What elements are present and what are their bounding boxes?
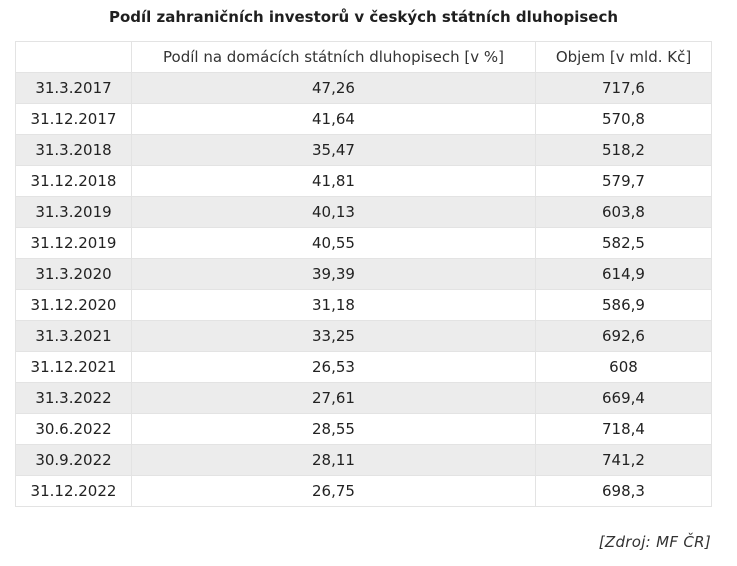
table-title: Podíl zahraničních investorů v českých s…	[108, 8, 619, 26]
volume-cell: 608	[535, 351, 712, 383]
volume-cell: 614,9	[535, 258, 712, 290]
share-cell: 47,26	[131, 72, 536, 104]
date-cell: 31.12.2020	[15, 289, 132, 321]
volume-cell: 692,6	[535, 320, 712, 352]
table-row: 31.3.2019 40,13 603,8	[15, 196, 712, 228]
share-cell: 40,55	[131, 227, 536, 259]
table-row: 31.3.2018 35,47 518,2	[15, 134, 712, 166]
share-cell: 41,64	[131, 103, 536, 135]
header-row: Podíl na domácích státních dluhopisech […	[15, 41, 712, 73]
table-body: 31.3.2017 47,26 717,6 31.12.2017 41,64 570,8 3…	[15, 72, 712, 507]
share-cell: 41,81	[131, 165, 536, 197]
date-cell: 31.3.2017	[15, 72, 132, 104]
date-cell: 31.3.2021	[15, 320, 132, 352]
header-share: Podíl na domácích státních dluhopisech […	[131, 41, 536, 73]
date-cell: 31.3.2020	[15, 258, 132, 290]
date-cell: 31.12.2021	[15, 351, 132, 383]
volume-cell: 579,7	[535, 165, 712, 197]
volume-cell: 718,4	[535, 413, 712, 445]
date-cell: 31.12.2022	[15, 475, 132, 507]
table-row: 31.12.2019 40,55 582,5	[15, 227, 712, 259]
volume-cell: 669,4	[535, 382, 712, 414]
share-cell: 26,75	[131, 475, 536, 507]
volume-cell: 582,5	[535, 227, 712, 259]
table-row: 31.3.2017 47,26 717,6	[15, 72, 712, 104]
date-cell: 31.12.2017	[15, 103, 132, 135]
table-row: 31.12.2021 26,53 608	[15, 351, 712, 383]
date-cell: 30.6.2022	[15, 413, 132, 445]
table-row: 31.3.2021 33,25 692,6	[15, 320, 712, 352]
table-row: 31.3.2022 27,61 669,4	[15, 382, 712, 414]
date-cell: 30.9.2022	[15, 444, 132, 476]
volume-cell: 698,3	[535, 475, 712, 507]
table-row: 31.12.2020 31,18 586,9	[15, 289, 712, 321]
table-row: 31.12.2018 41,81 579,7	[15, 165, 712, 197]
volume-cell: 570,8	[535, 103, 712, 135]
volume-cell: 603,8	[535, 196, 712, 228]
share-cell: 35,47	[131, 134, 536, 166]
header-date	[15, 41, 132, 73]
date-cell: 31.3.2018	[15, 134, 132, 166]
share-cell: 39,39	[131, 258, 536, 290]
share-cell: 31,18	[131, 289, 536, 321]
share-cell: 28,55	[131, 413, 536, 445]
share-cell: 27,61	[131, 382, 536, 414]
volume-cell: 586,9	[535, 289, 712, 321]
volume-cell: 717,6	[535, 72, 712, 104]
header-volume: Objem [v mld. Kč]	[535, 41, 712, 73]
share-cell: 28,11	[131, 444, 536, 476]
table-row: 31.12.2017 41,64 570,8	[15, 103, 712, 135]
source-note: [Zdroj: MF ČR]	[598, 533, 711, 551]
share-cell: 40,13	[131, 196, 536, 228]
date-cell: 31.3.2022	[15, 382, 132, 414]
table-row: 31.3.2020 39,39 614,9	[15, 258, 712, 290]
date-cell: 31.12.2019	[15, 227, 132, 259]
share-cell: 33,25	[131, 320, 536, 352]
table-row: 30.6.2022 28,55 718,4	[15, 413, 712, 445]
date-cell: 31.3.2019	[15, 196, 132, 228]
share-cell: 26,53	[131, 351, 536, 383]
date-cell: 31.12.2018	[15, 165, 132, 197]
table-row: 31.12.2022 26,75 698,3	[15, 475, 712, 507]
volume-cell: 518,2	[535, 134, 712, 166]
volume-cell: 741,2	[535, 444, 712, 476]
table-row: 30.9.2022 28,11 741,2	[15, 444, 712, 476]
data-table: Podíl na domácích státních dluhopisech […	[15, 41, 712, 507]
